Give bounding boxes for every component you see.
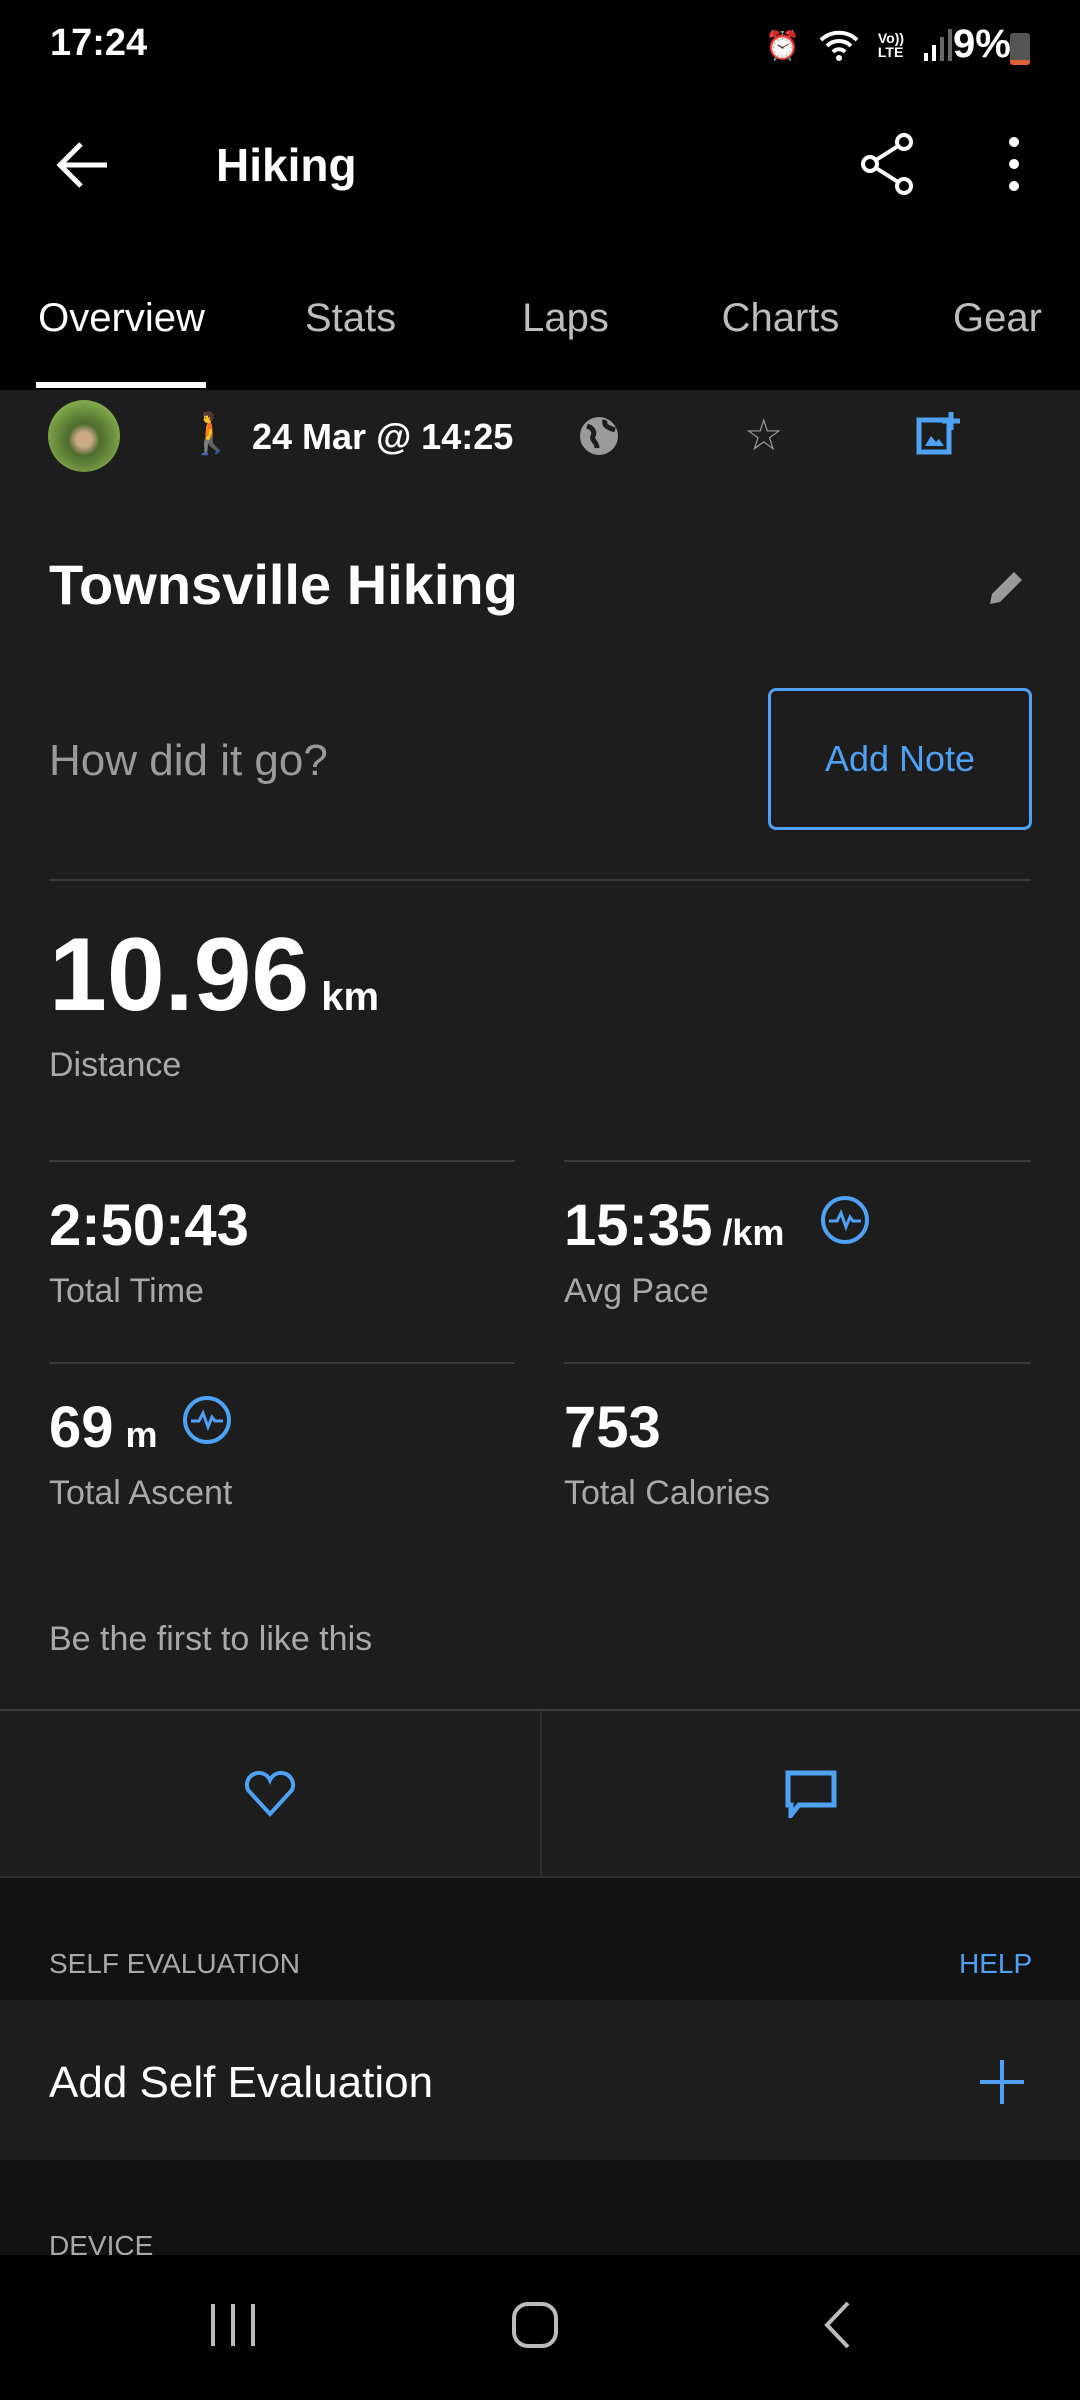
- volte-icon: Vo)) LTE: [877, 30, 905, 60]
- distance-value: 10.96: [49, 917, 310, 1033]
- back-nav-icon[interactable]: [822, 2300, 852, 2350]
- total-ascent-unit: m: [125, 1414, 158, 1455]
- activity-title: Townsville Hiking: [49, 553, 518, 616]
- divider: [49, 1362, 515, 1364]
- signal-icon: [924, 29, 953, 61]
- pulse-icon[interactable]: [820, 1195, 870, 1245]
- avg-pace-unit: /km: [722, 1212, 785, 1253]
- share-icon[interactable]: [858, 132, 918, 196]
- help-link[interactable]: HELP: [959, 1948, 1033, 1979]
- comment-button[interactable]: [542, 1711, 1080, 1877]
- total-calories-label: Total Calories: [564, 1474, 770, 1512]
- add-self-evaluation-label: Add Self Evaluation: [49, 2058, 434, 2107]
- activity-date: 24 Mar @ 14:25: [252, 416, 514, 457]
- divider: [0, 1876, 1080, 1878]
- top-bar: [0, 0, 1080, 390]
- divider: [0, 1709, 1080, 1711]
- navigation-bar: [0, 2255, 1080, 2400]
- status-icons: ⏰ Vo)) LTE: [765, 28, 953, 62]
- divider: [564, 1160, 1031, 1162]
- battery-percent: 9%: [953, 22, 1011, 66]
- recent-apps-icon[interactable]: [208, 2302, 258, 2348]
- tab-stats[interactable]: Stats: [304, 296, 397, 340]
- alarm-icon: ⏰: [765, 29, 800, 61]
- hiking-icon: 🚶: [186, 412, 236, 456]
- section-header-device: [0, 2160, 1080, 2256]
- total-time-value: 2:50:43: [49, 1193, 249, 1258]
- tab-gear[interactable]: Gear: [953, 296, 1042, 340]
- tab-overview[interactable]: Overview: [38, 296, 205, 340]
- back-arrow-icon[interactable]: [55, 140, 111, 190]
- distance-unit: km: [321, 975, 380, 1019]
- add-note-button[interactable]: Add Note: [768, 688, 1032, 830]
- avg-pace-label: Avg Pace: [564, 1272, 709, 1310]
- total-ascent-value: 69: [49, 1395, 114, 1460]
- avatar[interactable]: [48, 400, 120, 472]
- edit-pencil-icon[interactable]: [986, 568, 1026, 608]
- wifi-icon: [819, 30, 859, 61]
- plus-icon[interactable]: [978, 2058, 1026, 2106]
- tab-laps[interactable]: Laps: [522, 296, 609, 340]
- total-calories-value: 753: [564, 1395, 661, 1460]
- divider: [564, 1362, 1031, 1364]
- total-time-label: Total Time: [49, 1272, 204, 1310]
- divider: [540, 1711, 542, 1877]
- note-prompt: How did it go?: [49, 736, 328, 785]
- star-icon[interactable]: ☆: [744, 411, 784, 460]
- like-button[interactable]: [0, 1711, 540, 1877]
- distance-label: Distance: [49, 1046, 182, 1084]
- avg-pace-value: 15:35: [564, 1193, 713, 1258]
- status-time: 17:24: [50, 22, 148, 64]
- section-header-self-evaluation: [0, 1878, 1080, 2000]
- add-photo-icon[interactable]: [916, 412, 960, 456]
- battery-icon: [1010, 33, 1030, 65]
- home-icon[interactable]: [510, 2300, 560, 2350]
- comment-icon: [785, 1770, 837, 1818]
- tab-charts[interactable]: Charts: [721, 296, 840, 340]
- globe-icon[interactable]: [579, 416, 619, 456]
- total-ascent-label: Total Ascent: [49, 1474, 233, 1512]
- divider: [49, 1160, 515, 1162]
- heart-icon: [244, 1770, 296, 1817]
- pulse-icon[interactable]: [182, 1395, 232, 1445]
- more-vert-icon[interactable]: [1004, 134, 1024, 194]
- page-title: Hiking: [216, 139, 357, 191]
- tab-indicator: [36, 382, 206, 388]
- likes-text: Be the first to like this: [49, 1620, 373, 1658]
- self-evaluation-header: SELF EVALUATION: [49, 1948, 301, 1979]
- divider: [49, 879, 1031, 881]
